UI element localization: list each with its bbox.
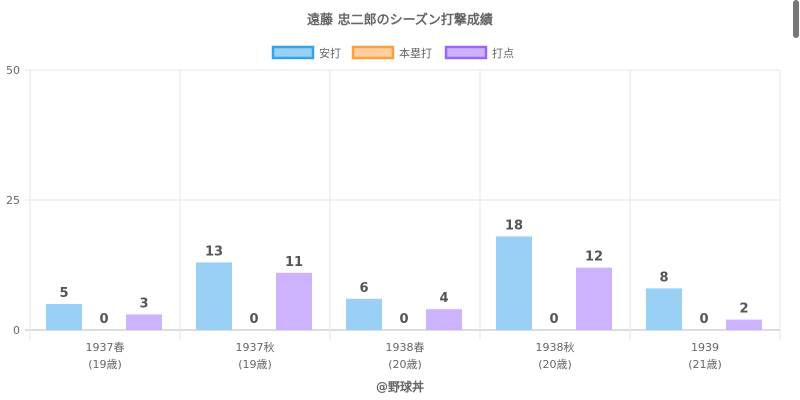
legend-label: 安打 xyxy=(319,46,341,60)
x-tick-sublabel: (19歳) xyxy=(88,358,122,371)
data-label: 12 xyxy=(585,250,603,265)
chart-title: 遠藤 忠二郎のシーズン打撃成績 xyxy=(307,12,493,28)
data-label: 0 xyxy=(99,312,108,327)
data-label: 5 xyxy=(59,286,68,301)
data-label: 4 xyxy=(439,291,448,306)
credit-text: @野球丼 xyxy=(376,379,424,394)
x-tick-label: 1937春 xyxy=(86,341,125,354)
data-label: 2 xyxy=(739,302,748,317)
bar-安打 xyxy=(46,304,82,330)
legend-swatch-2 xyxy=(444,45,488,60)
data-label: 8 xyxy=(659,270,668,285)
x-tick-sublabel: (20歳) xyxy=(538,358,572,371)
x-tick-sublabel: (20歳) xyxy=(388,358,422,371)
x-tick-sublabel: (21歳) xyxy=(688,358,722,371)
x-tick-label: 1938春 xyxy=(386,341,425,354)
x-tick-label: 1937秋 xyxy=(236,340,275,354)
y-tick-label: 25 xyxy=(6,194,20,207)
bar-安打 xyxy=(496,236,532,330)
bar-打点 xyxy=(276,272,312,330)
bar-打点 xyxy=(726,319,762,330)
bar-安打 xyxy=(346,298,382,330)
legend-swatch-0 xyxy=(271,45,315,60)
bar-打点 xyxy=(126,314,162,330)
data-label: 13 xyxy=(205,244,223,259)
scrollbar[interactable] xyxy=(793,0,799,38)
y-tick-label: 50 xyxy=(6,64,20,77)
x-tick-label: 1939 xyxy=(691,341,719,354)
legend-swatch-1 xyxy=(351,45,395,60)
x-tick-label: 1938秋 xyxy=(536,340,575,354)
data-label: 18 xyxy=(505,218,523,233)
bar-安打 xyxy=(196,262,232,330)
data-label: 0 xyxy=(699,312,708,327)
bar-打点 xyxy=(576,267,612,330)
y-tick-label: 0 xyxy=(13,324,20,337)
data-label: 0 xyxy=(399,312,408,327)
data-label: 6 xyxy=(359,281,368,296)
data-label: 3 xyxy=(139,296,148,311)
data-label: 11 xyxy=(285,255,303,270)
x-tick-sublabel: (19歳) xyxy=(238,358,272,371)
legend-label: 打点 xyxy=(492,46,514,60)
bar-安打 xyxy=(646,288,682,330)
data-label: 0 xyxy=(549,312,558,327)
legend-label: 本塁打 xyxy=(399,46,432,60)
bar-打点 xyxy=(426,309,462,330)
data-label: 0 xyxy=(249,312,258,327)
